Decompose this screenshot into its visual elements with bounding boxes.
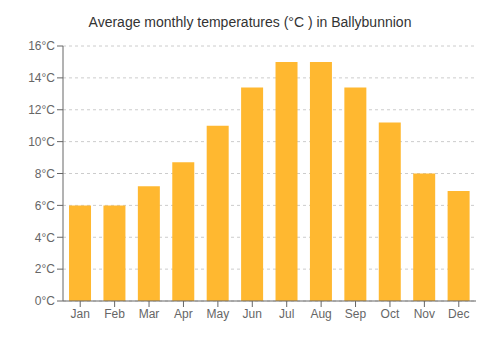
svg-text:Jul: Jul (279, 307, 294, 321)
svg-text:May: May (207, 307, 230, 321)
svg-text:Aug: Aug (310, 307, 331, 321)
svg-text:8°C: 8°C (35, 167, 55, 181)
svg-text:Sep: Sep (345, 307, 367, 321)
svg-text:Oct: Oct (381, 307, 400, 321)
svg-text:Jan: Jan (71, 307, 90, 321)
svg-text:Dec: Dec (448, 307, 469, 321)
svg-text:Jun: Jun (243, 307, 262, 321)
svg-text:Nov: Nov (414, 307, 435, 321)
svg-text:4°C: 4°C (35, 231, 55, 245)
svg-text:14°C: 14°C (28, 71, 55, 85)
svg-text:Feb: Feb (104, 307, 125, 321)
svg-text:10°C: 10°C (28, 135, 55, 149)
svg-text:2°C: 2°C (35, 262, 55, 276)
svg-text:6°C: 6°C (35, 199, 55, 213)
svg-text:Apr: Apr (174, 307, 193, 321)
svg-text:12°C: 12°C (28, 103, 55, 117)
svg-text:Mar: Mar (139, 307, 160, 321)
html-text:Average monthly temperatures (: Average monthly temperatures (°C ) in Ba… (88, 14, 412, 30)
svg-text:16°C: 16°C (28, 39, 55, 53)
svg-text:0°C: 0°C (35, 294, 55, 308)
